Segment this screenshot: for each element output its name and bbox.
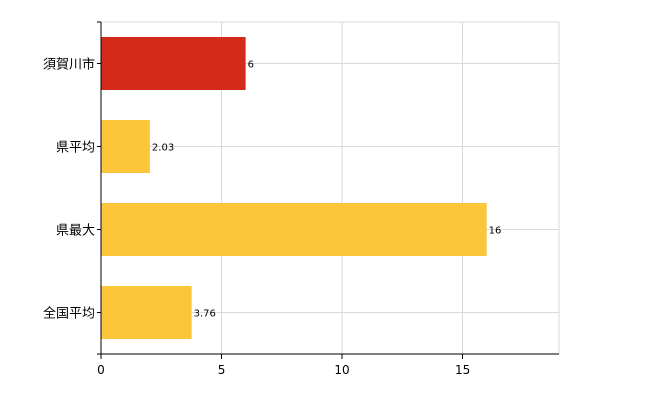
category-label: 須賀川市 xyxy=(43,57,95,73)
bar-3 xyxy=(101,203,487,256)
labels: 6 須賀川市 2.03 県平均 16 県最大 3.76 全国平均 0 5 10 15 xyxy=(43,57,501,378)
category-label: 全国平均 xyxy=(43,306,95,322)
value-label: 3.76 xyxy=(194,309,216,320)
x-tick-label: 0 xyxy=(97,363,105,377)
value-label: 16 xyxy=(489,226,502,237)
bar-2 xyxy=(101,120,150,173)
bar-4 xyxy=(101,286,192,339)
value-label: 2.03 xyxy=(152,143,174,154)
bar-1 xyxy=(101,37,246,90)
bars xyxy=(101,37,487,339)
axes xyxy=(97,21,559,359)
x-tick-label: 5 xyxy=(218,363,226,377)
category-label: 県最大 xyxy=(56,224,95,239)
category-label: 県平均 xyxy=(56,141,95,156)
x-tick-label: 10 xyxy=(334,363,349,377)
value-label: 6 xyxy=(248,60,254,71)
x-tick-label: 15 xyxy=(455,363,470,377)
